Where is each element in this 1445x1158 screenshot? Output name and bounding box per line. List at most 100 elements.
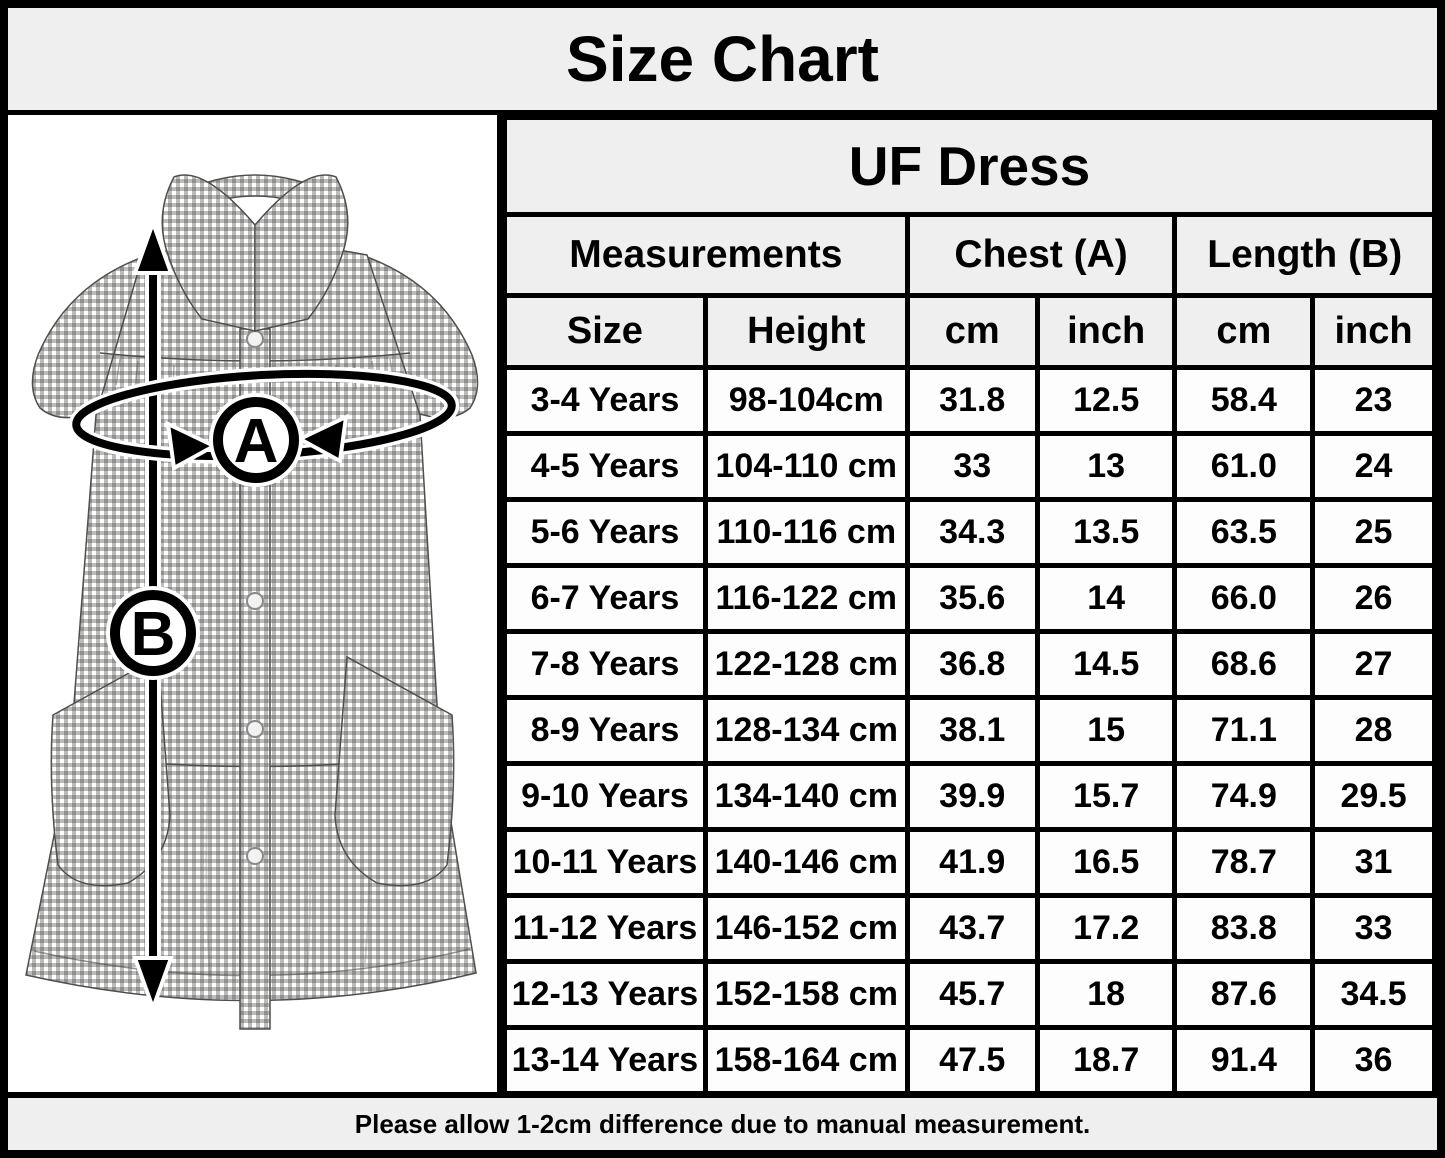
table-cell: 13.5 — [1034, 497, 1178, 568]
table-cell: 41.9 — [904, 827, 1040, 898]
table-cell: 18.7 — [1034, 1025, 1178, 1096]
table-cell: 104-110 cm — [702, 431, 910, 502]
table-cell: 34.3 — [904, 497, 1040, 568]
pocket-right — [334, 655, 455, 887]
table-cell: 83.8 — [1172, 893, 1316, 964]
table-cell: 66.0 — [1172, 563, 1316, 634]
table-cell: 63.5 — [1172, 497, 1316, 568]
column-header-length-inch: inch — [1310, 293, 1437, 370]
footer-note: Please allow 1-2cm difference due to man… — [354, 1108, 1091, 1139]
table-row: 13-14 Years 158-164 cm 47.5 18.7 91.4 36 — [502, 1025, 1437, 1096]
table-row: 3-4 Years 98-104cm 31.8 12.5 58.4 23 — [502, 365, 1437, 436]
table-cell: 61.0 — [1172, 431, 1316, 502]
table-cell: 71.1 — [1172, 695, 1316, 766]
footer-bar: Please allow 1-2cm difference due to man… — [8, 1092, 1437, 1150]
pocket-left — [50, 655, 171, 887]
table-cell: 128-134 cm — [702, 695, 910, 766]
table-cell: 68.6 — [1172, 629, 1316, 700]
table-row: 5-6 Years 110-116 cm 34.3 13.5 63.5 25 — [502, 497, 1437, 568]
table-cell: 74.9 — [1172, 761, 1316, 832]
table-row: 8-9 Years 128-134 cm 38.1 15 71.1 28 — [502, 695, 1437, 766]
table-cell: 34.5 — [1310, 959, 1437, 1030]
table-cell: 13 — [1034, 431, 1178, 502]
column-header-size: Size — [502, 293, 708, 370]
table-cell: 16.5 — [1034, 827, 1178, 898]
table-cell: 13-14 Years — [502, 1025, 708, 1096]
title-bar: Size Chart — [8, 8, 1437, 115]
table-cell: 24 — [1310, 431, 1437, 502]
table-cell: 43.7 — [904, 893, 1040, 964]
table-cell: 23 — [1310, 365, 1437, 436]
table-cell: 116-122 cm — [702, 563, 910, 634]
table-cell: 98-104cm — [702, 365, 910, 436]
table-cell: 29.5 — [1310, 761, 1437, 832]
table-cell: 18 — [1034, 959, 1178, 1030]
size-table: UF Dress Measurements Chest (A) Length (… — [502, 115, 1437, 1096]
table-cell: 7-8 Years — [502, 629, 708, 700]
table-cell: 11-12 Years — [502, 893, 708, 964]
table-cell: 9-10 Years — [502, 761, 708, 832]
table-cell: 91.4 — [1172, 1025, 1316, 1096]
product-header-row: UF Dress — [502, 115, 1437, 217]
dress-diagram-panel: A B — [8, 115, 502, 1092]
table-cell: 28 — [1310, 695, 1437, 766]
table-cell: 33 — [1310, 893, 1437, 964]
table-cell: 17.2 — [1034, 893, 1178, 964]
table-cell: 3-4 Years — [502, 365, 708, 436]
table-cell: 45.7 — [904, 959, 1040, 1030]
collar-right — [254, 174, 349, 332]
collar-left — [161, 174, 256, 332]
table-cell: 12-13 Years — [502, 959, 708, 1030]
dress-illustration: A B — [25, 174, 479, 1030]
table-cell: 4-5 Years — [502, 431, 708, 502]
table-cell: 26 — [1310, 563, 1437, 634]
table-cell: 152-158 cm — [702, 959, 910, 1030]
table-cell: 122-128 cm — [702, 629, 910, 700]
table-cell: 31.8 — [904, 365, 1040, 436]
table-row: 7-8 Years 122-128 cm 36.8 14.5 68.6 27 — [502, 629, 1437, 700]
table-cell: 35.6 — [904, 563, 1040, 634]
table-cell: 140-146 cm — [702, 827, 910, 898]
table-cell: 12.5 — [1034, 365, 1178, 436]
table-cell: 39.9 — [904, 761, 1040, 832]
table-cell: 6-7 Years — [502, 563, 708, 634]
label-b: B — [131, 600, 176, 669]
table-cell: 27 — [1310, 629, 1437, 700]
table-cell: 146-152 cm — [702, 893, 910, 964]
group-header-measurements: Measurements — [502, 212, 910, 298]
product-name-header: UF Dress — [502, 115, 1437, 217]
table-row: 9-10 Years 134-140 cm 39.9 15.7 74.9 29.… — [502, 761, 1437, 832]
table-row: 11-12 Years 146-152 cm 43.7 17.2 83.8 33 — [502, 893, 1437, 964]
main-area: A B UF Dress — [8, 115, 1437, 1096]
page-title: Size Chart — [566, 23, 879, 95]
table-cell: 25 — [1310, 497, 1437, 568]
label-a-badge: A — [209, 393, 303, 487]
column-header-row: Size Height cm inch cm inch — [502, 293, 1437, 370]
table-cell: 5-6 Years — [502, 497, 708, 568]
table-cell: 36.8 — [904, 629, 1040, 700]
group-header-row: Measurements Chest (A) Length (B) — [502, 212, 1437, 298]
table-row: 4-5 Years 104-110 cm 33 13 61.0 24 — [502, 431, 1437, 502]
table-cell: 78.7 — [1172, 827, 1316, 898]
table-cell: 15 — [1034, 695, 1178, 766]
table-cell: 10-11 Years — [502, 827, 708, 898]
table-row: 6-7 Years 116-122 cm 35.6 14 66.0 26 — [502, 563, 1437, 634]
column-header-length-cm: cm — [1172, 293, 1316, 370]
table-row: 12-13 Years 152-158 cm 45.7 18 87.6 34.5 — [502, 959, 1437, 1030]
size-table-panel: UF Dress Measurements Chest (A) Length (… — [502, 115, 1437, 1096]
label-a: A — [234, 407, 279, 476]
table-cell: 87.6 — [1172, 959, 1316, 1030]
table-cell: 15.7 — [1034, 761, 1178, 832]
table-row: 10-11 Years 140-146 cm 41.9 16.5 78.7 31 — [502, 827, 1437, 898]
table-cell: 8-9 Years — [502, 695, 708, 766]
table-cell: 38.1 — [904, 695, 1040, 766]
table-cell: 47.5 — [904, 1025, 1040, 1096]
group-header-chest: Chest (A) — [904, 212, 1178, 298]
table-cell: 58.4 — [1172, 365, 1316, 436]
table-cell: 36 — [1310, 1025, 1437, 1096]
column-header-chest-cm: cm — [904, 293, 1040, 370]
table-cell: 14.5 — [1034, 629, 1178, 700]
table-cell: 134-140 cm — [702, 761, 910, 832]
dress — [25, 174, 479, 1030]
